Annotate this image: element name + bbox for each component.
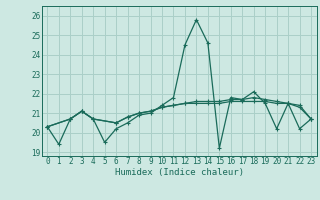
X-axis label: Humidex (Indice chaleur): Humidex (Indice chaleur) [115,168,244,177]
